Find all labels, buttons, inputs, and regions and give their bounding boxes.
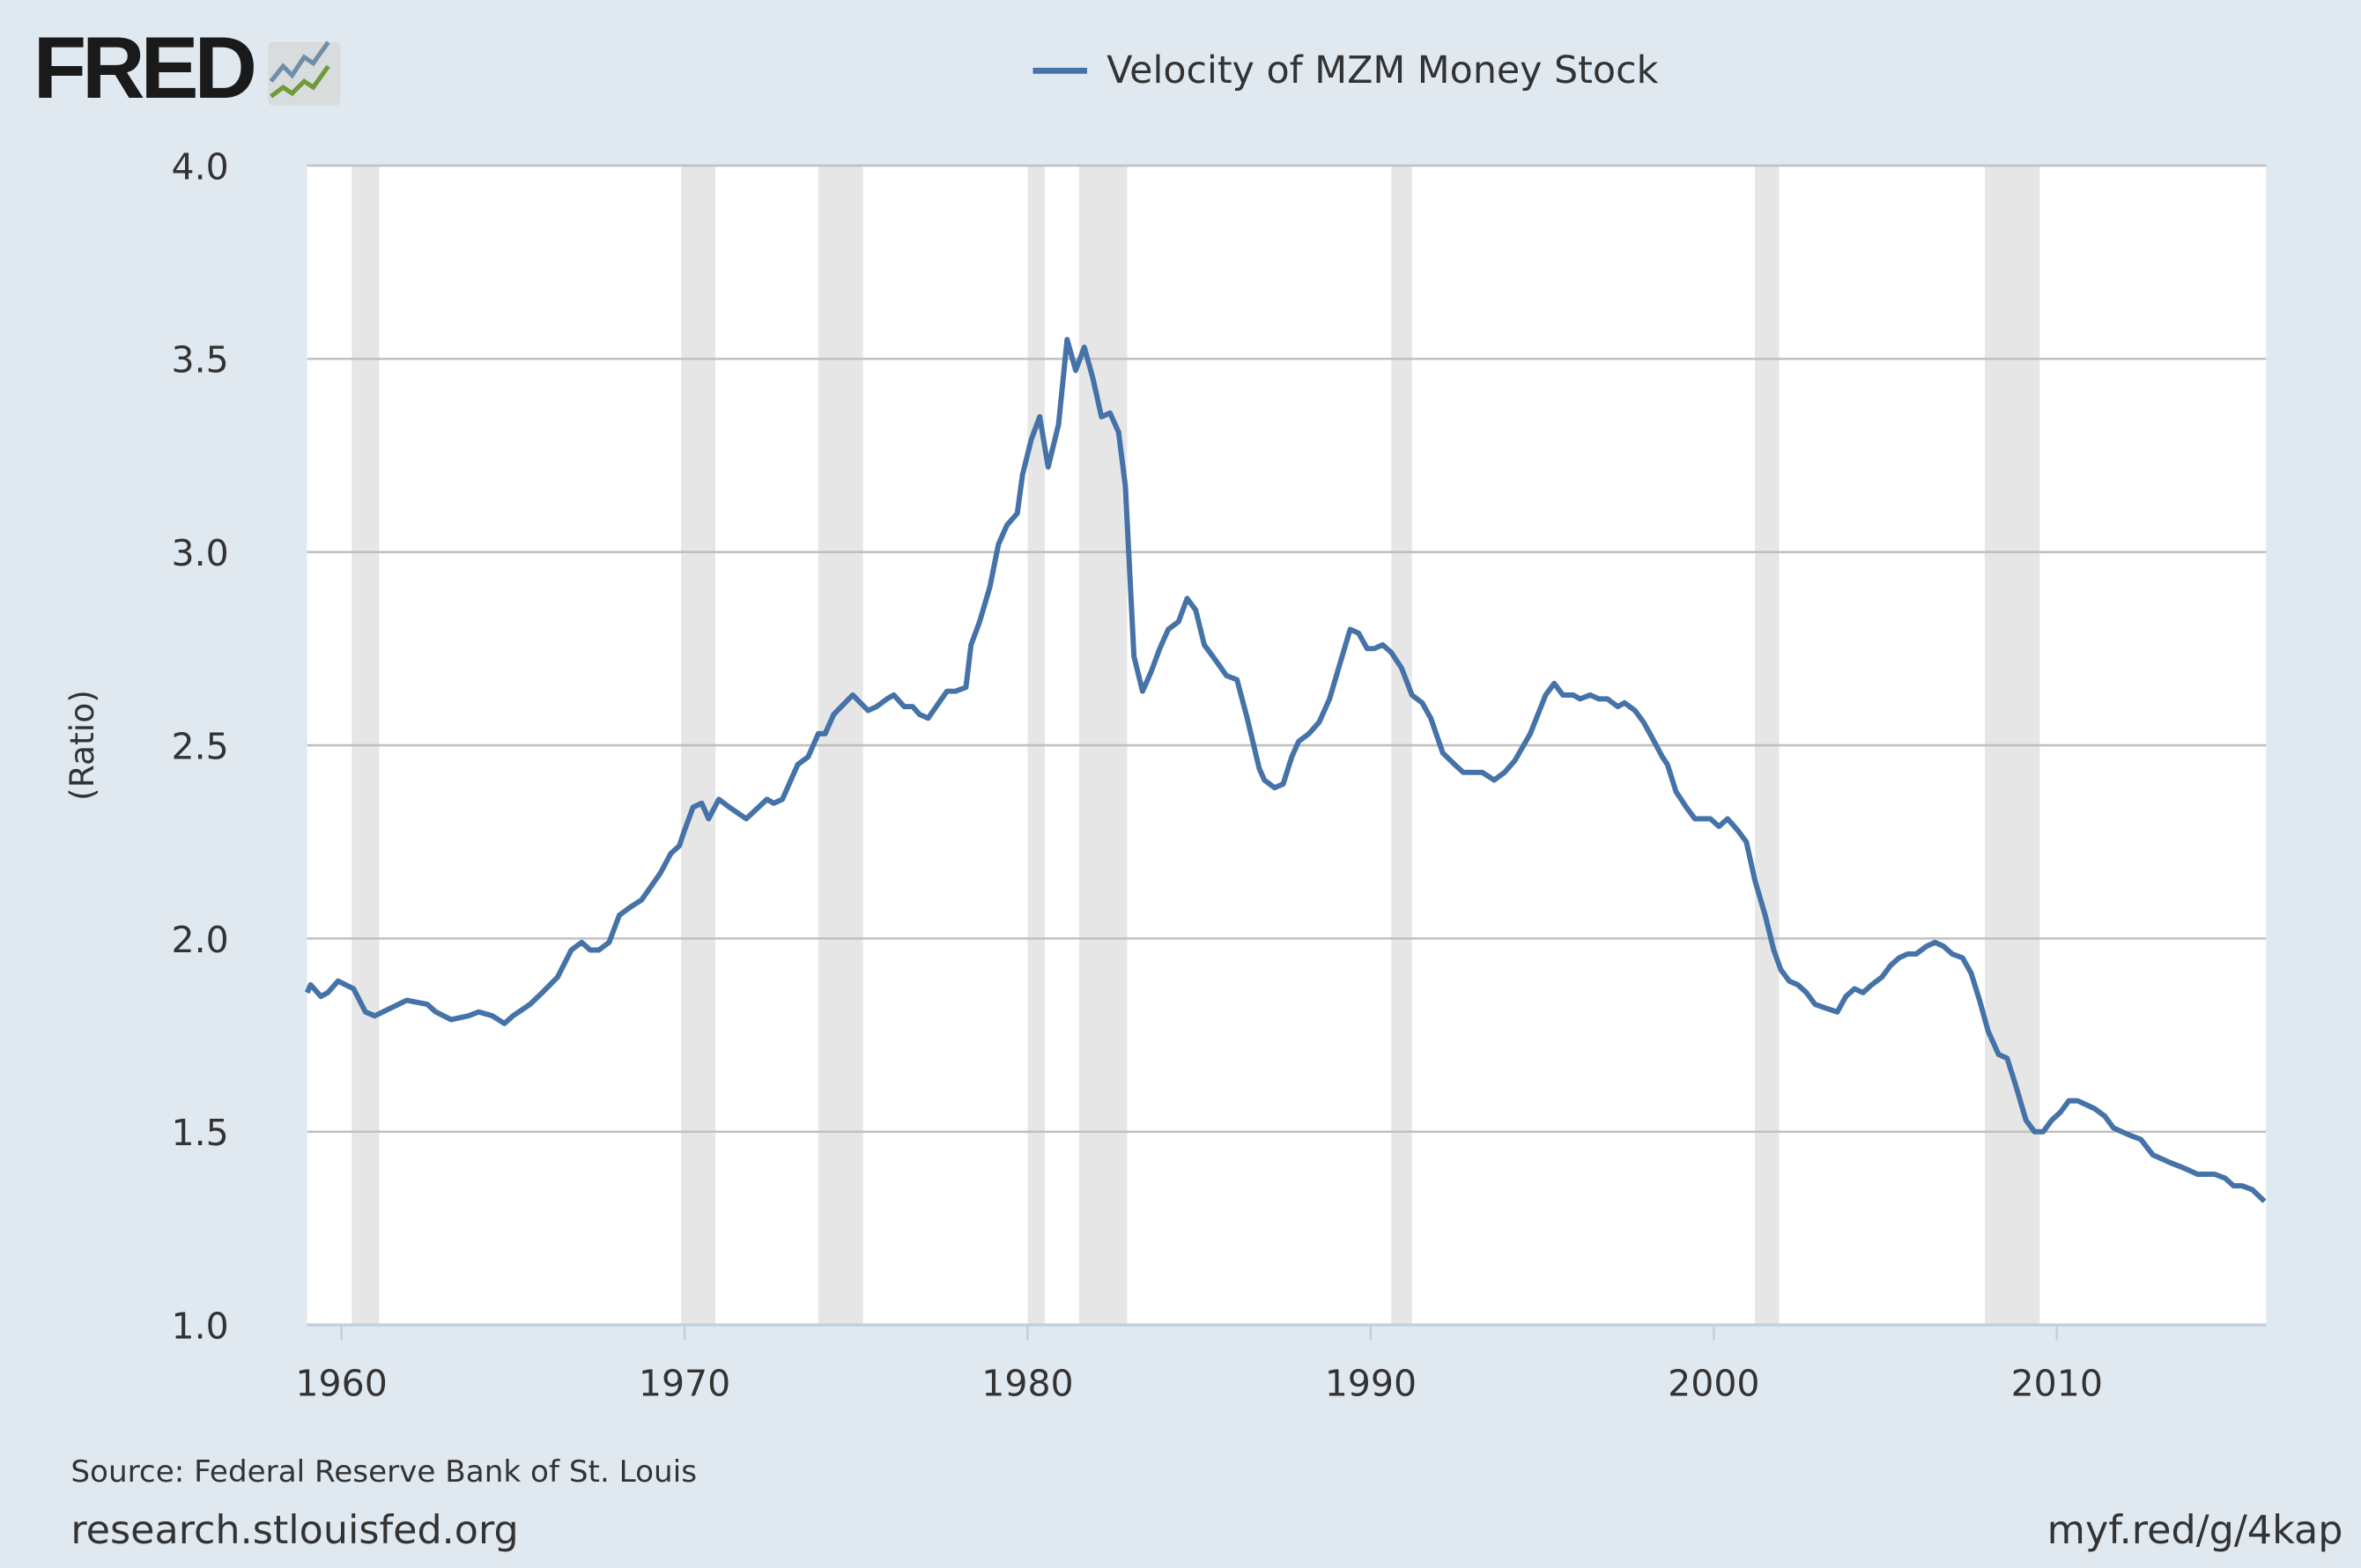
fred-chart-icon [268, 41, 341, 106]
y-tick-label: 2.5 [172, 725, 229, 767]
x-tick-label: 1990 [1325, 1362, 1417, 1404]
legend-label: Velocity of MZM Money Stock [1106, 48, 1659, 92]
x-tick-label: 1980 [981, 1362, 1073, 1404]
x-tick-label: 2000 [1668, 1362, 1759, 1404]
y-tick-label: 1.5 [172, 1112, 229, 1154]
y-tick-label: 1.0 [172, 1305, 229, 1347]
line-chart: 1.0 1.5 2.0 2.5 3.0 3.5 4.0 1960 1970 1980 1990 20… [63, 145, 2267, 1404]
x-tick-label: 1960 [295, 1362, 387, 1404]
legend: Velocity of MZM Money Stock [1032, 48, 1658, 92]
fred-logo[interactable]: FRED [33, 19, 346, 118]
site-link[interactable]: research.stlouisfed.org [70, 1508, 519, 1554]
short-url-link[interactable]: myf.red/g/4kap [2046, 1508, 2343, 1554]
y-tick-label: 3.5 [172, 339, 229, 381]
y-tick-label: 3.0 [172, 532, 229, 574]
fred-logo-text: FRED [33, 19, 257, 118]
y-axis-label: (Ratio) [63, 690, 101, 801]
x-tick-label: 2010 [2011, 1362, 2103, 1404]
y-tick-label: 4.0 [172, 145, 229, 188]
legend-swatch [1032, 67, 1088, 73]
x-tick-label: 1970 [639, 1362, 730, 1404]
series-line [304, 337, 2267, 1203]
source-note: Source: Federal Reserve Bank of St. Loui… [70, 1453, 698, 1490]
y-tick-label: 2.0 [172, 919, 229, 961]
